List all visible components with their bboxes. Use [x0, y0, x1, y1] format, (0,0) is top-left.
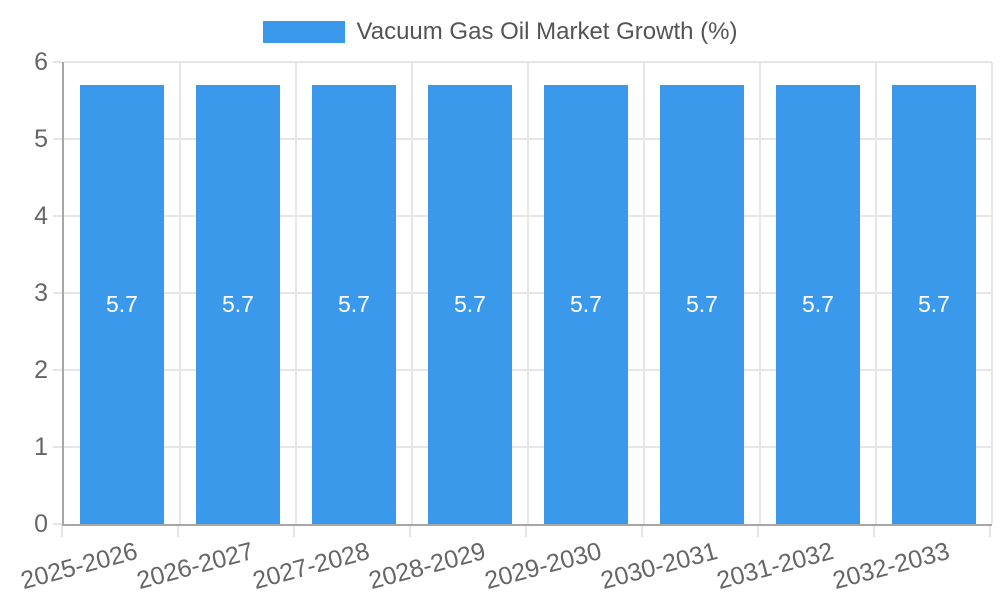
- bar[interactable]: 5.7: [312, 85, 396, 524]
- x-axis-tick-label: 2026-2027: [134, 537, 257, 596]
- plot-area: 5.7 5.7 5.7 5.7 5.7 5.7 5.7 5.7: [62, 61, 993, 526]
- gridline-vertical: [991, 62, 993, 524]
- x-tick-mark: [641, 526, 643, 537]
- x-tick-mark: [989, 526, 991, 537]
- x-axis-tick-label: 2027-2028: [250, 537, 373, 596]
- bar[interactable]: 5.7: [776, 85, 860, 524]
- bar[interactable]: 5.7: [428, 85, 512, 524]
- chart-legend[interactable]: Vacuum Gas Oil Market Growth (%): [0, 18, 1000, 46]
- y-axis-tick-label: 4: [34, 202, 48, 230]
- y-tick-mark: [53, 523, 62, 525]
- gridline-vertical: [179, 62, 181, 524]
- x-tick-mark: [525, 526, 527, 537]
- x-tick-mark: [293, 526, 295, 537]
- x-axis-tick-label: 2032-2033: [830, 537, 953, 596]
- y-tick-mark: [53, 369, 62, 371]
- bar[interactable]: 5.7: [196, 85, 280, 524]
- gridline-vertical: [411, 62, 413, 524]
- bar[interactable]: 5.7: [80, 85, 164, 524]
- gridline-vertical: [295, 62, 297, 524]
- x-axis-tick-label: 2028-2029: [366, 537, 489, 596]
- bar[interactable]: 5.7: [660, 85, 744, 524]
- legend-label: Vacuum Gas Oil Market Growth (%): [356, 18, 738, 45]
- y-tick-mark: [53, 446, 62, 448]
- y-axis-tick-label: 3: [34, 279, 48, 307]
- gridline-vertical: [875, 62, 877, 524]
- y-axis-tick-label: 6: [34, 48, 48, 76]
- bar-value-label: 5.7: [570, 291, 602, 318]
- y-tick-mark: [53, 215, 62, 217]
- gridline-vertical: [643, 62, 645, 524]
- y-tick-mark: [53, 138, 62, 140]
- bar[interactable]: 5.7: [544, 85, 628, 524]
- bar[interactable]: 5.7: [892, 85, 976, 524]
- bar-value-label: 5.7: [222, 291, 254, 318]
- y-axis-tick-label: 1: [34, 433, 48, 461]
- gridline-vertical: [527, 62, 529, 524]
- x-tick-mark: [409, 526, 411, 537]
- y-tick-mark: [53, 61, 62, 63]
- gridline-vertical: [759, 62, 761, 524]
- bar-value-label: 5.7: [918, 291, 950, 318]
- x-axis-tick-label: 2030-2031: [598, 537, 721, 596]
- x-tick-mark: [177, 526, 179, 537]
- y-axis-tick-label: 5: [34, 125, 48, 153]
- bar-value-label: 5.7: [106, 291, 138, 318]
- y-tick-mark: [53, 292, 62, 294]
- bar-value-label: 5.7: [802, 291, 834, 318]
- x-tick-mark: [757, 526, 759, 537]
- x-axis-tick-label: 2025-2026: [18, 537, 141, 596]
- bar-value-label: 5.7: [454, 291, 486, 318]
- x-axis-tick-label: 2029-2030: [482, 537, 605, 596]
- x-axis-tick-label: 2031-2032: [714, 537, 837, 596]
- y-axis-tick-label: 0: [34, 510, 48, 538]
- bar-value-label: 5.7: [338, 291, 370, 318]
- legend-swatch: [262, 21, 345, 43]
- bar-value-label: 5.7: [686, 291, 718, 318]
- x-tick-mark: [61, 526, 63, 537]
- y-axis-tick-label: 2: [34, 356, 48, 384]
- x-tick-mark: [873, 526, 875, 537]
